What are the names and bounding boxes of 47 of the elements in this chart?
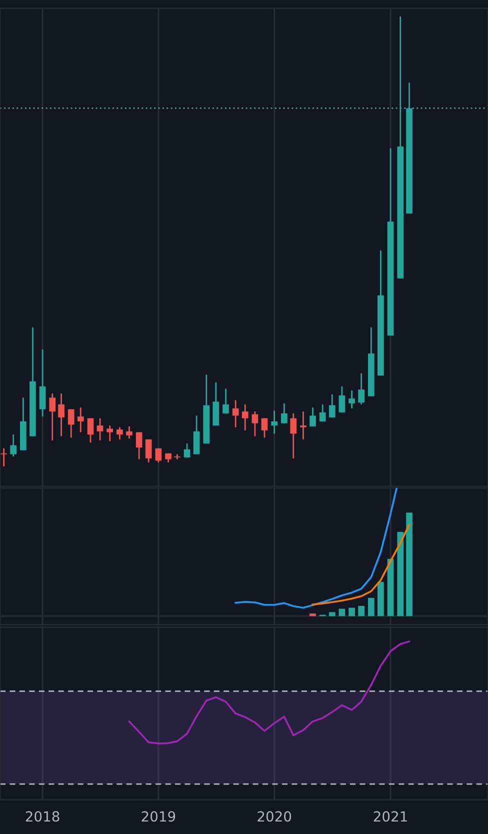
candlestick xyxy=(271,410,278,434)
candlestick xyxy=(39,348,46,418)
candlestick xyxy=(58,392,64,437)
candlestick xyxy=(358,372,364,406)
candlestick xyxy=(49,392,56,442)
candlestick xyxy=(87,418,94,444)
candlestick xyxy=(77,406,84,433)
candlestick xyxy=(145,438,152,464)
candlestick xyxy=(136,432,142,460)
candlestick xyxy=(106,424,114,442)
candlestick xyxy=(252,410,258,437)
candlestick xyxy=(232,400,239,428)
candlestick xyxy=(310,406,316,428)
x-tick-label: 2018 xyxy=(26,811,60,822)
bar xyxy=(378,582,384,616)
bar xyxy=(406,512,412,616)
x-tick-label: 2020 xyxy=(258,811,292,822)
bar xyxy=(397,532,404,616)
bar xyxy=(310,614,316,616)
candlestick xyxy=(242,404,248,432)
candlestick xyxy=(290,412,297,460)
bar xyxy=(358,606,364,616)
candlestick xyxy=(96,418,104,442)
candlestick xyxy=(212,382,220,426)
x-tick-label: 2021 xyxy=(374,811,407,822)
candlestick xyxy=(155,448,162,464)
candlestick xyxy=(222,388,229,414)
bar xyxy=(328,612,336,616)
bar xyxy=(338,608,346,616)
candlestick xyxy=(193,414,200,455)
candlestick xyxy=(319,404,326,422)
candlestick xyxy=(261,418,268,438)
bar xyxy=(387,558,394,616)
x-tick-label: 2019 xyxy=(142,811,176,822)
candlestick xyxy=(0,448,7,468)
candlestick xyxy=(300,410,306,440)
candlestick xyxy=(280,402,288,424)
candlestick xyxy=(10,434,17,458)
candlestick xyxy=(116,426,123,440)
candlestick xyxy=(338,386,346,414)
candlestick xyxy=(328,394,336,418)
bar xyxy=(368,598,374,616)
bar xyxy=(348,608,355,616)
candlestick xyxy=(348,390,355,410)
candlestick xyxy=(184,442,190,458)
candlestick xyxy=(68,408,74,438)
candlestick xyxy=(126,426,132,440)
